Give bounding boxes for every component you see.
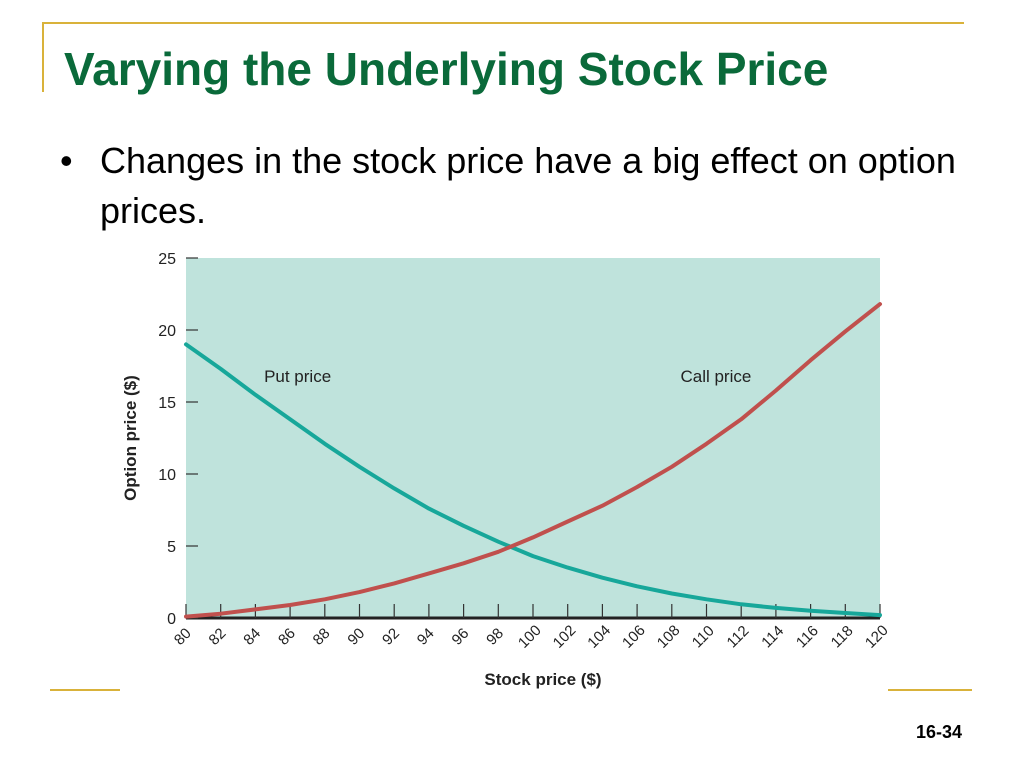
top-rule [42, 22, 964, 24]
y-axis-title: Option price ($) [121, 375, 140, 501]
x-tick-label: 96 [449, 625, 473, 649]
y-tick-label: 0 [167, 611, 176, 628]
x-tick-label: 114 [758, 622, 787, 651]
bottom-rule-left [50, 689, 120, 691]
x-tick-label: 112 [724, 622, 753, 651]
plot-area [186, 258, 880, 618]
x-tick-label: 104 [584, 622, 614, 652]
x-tick-label: 118 [828, 622, 857, 651]
y-tick-label: 15 [158, 395, 176, 412]
bullet-text: Changes in the stock price have a big ef… [100, 140, 956, 231]
bottom-rule-right [888, 689, 972, 691]
x-tick-label: 116 [793, 622, 822, 651]
x-tick-label: 94 [414, 625, 438, 649]
x-tick-label: 120 [862, 622, 892, 652]
call-price-line [184, 302, 882, 619]
series-label-call: Call price [680, 367, 751, 386]
x-tick-label: 106 [619, 622, 649, 652]
bullet-item: • Changes in the stock price have a big … [60, 136, 960, 236]
x-tick-label: 84 [240, 625, 264, 649]
bullet-list: • Changes in the stock price have a big … [60, 136, 960, 236]
left-rule [42, 22, 44, 92]
x-tick-label: 80 [171, 625, 195, 649]
y-tick-label: 20 [158, 323, 176, 340]
series-label-put: Put price [264, 367, 331, 386]
x-tick-label: 100 [515, 622, 545, 652]
x-tick-label: 86 [275, 625, 299, 649]
x-tick-label: 92 [379, 625, 403, 649]
x-tick-label: 88 [310, 625, 334, 649]
x-tick-label: 102 [550, 622, 580, 652]
y-tick-label: 5 [167, 539, 176, 556]
slide-number: 16-34 [915, 722, 962, 742]
x-tick-label: 108 [654, 622, 684, 652]
slide-title: Varying the Underlying Stock Price [64, 43, 829, 95]
x-tick-label: 110 [689, 622, 718, 651]
x-axis-title: Stock price ($) [484, 670, 601, 689]
y-tick-label: 25 [158, 251, 176, 268]
x-tick-label: 90 [344, 625, 368, 649]
x-tick-label: 98 [483, 625, 507, 649]
x-tick-label: 82 [206, 625, 230, 649]
y-tick-label: 10 [158, 467, 176, 484]
bullet-marker: • [60, 140, 73, 181]
put-price-line [184, 342, 882, 618]
